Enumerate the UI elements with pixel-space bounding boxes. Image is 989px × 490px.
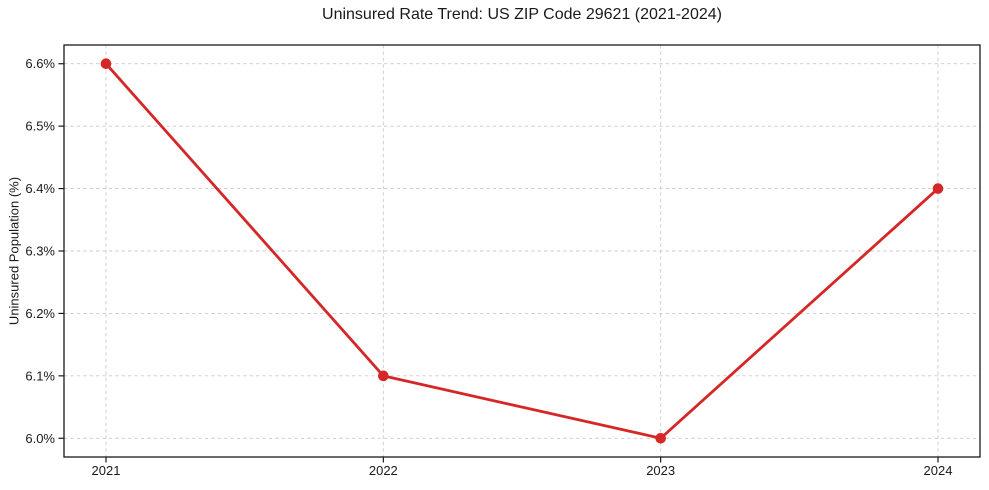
- y-tick-label: 6.3%: [25, 244, 55, 259]
- x-tick-label: 2022: [369, 463, 398, 478]
- x-tick-label: 2023: [646, 463, 675, 478]
- y-tick-label: 6.1%: [25, 368, 55, 383]
- x-tick-label: 2021: [92, 463, 121, 478]
- y-tick-label: 6.6%: [25, 56, 55, 71]
- y-tick-label: 6.0%: [25, 431, 55, 446]
- data-point-2024: [932, 183, 944, 194]
- data-point-2022: [378, 370, 389, 382]
- plot-border: [63, 44, 981, 458]
- data-point-2021: [100, 58, 112, 70]
- chart-title: Uninsured Rate Trend: US ZIP Code 29621 …: [322, 6, 722, 23]
- y-tick-label: 6.4%: [25, 181, 55, 196]
- data-point-2023: [655, 432, 666, 444]
- y-tick-label: 6.2%: [25, 306, 55, 321]
- trend-line: [104, 62, 940, 440]
- y-tick-label: 6.5%: [25, 119, 55, 134]
- x-tick-label: 2024: [924, 463, 953, 478]
